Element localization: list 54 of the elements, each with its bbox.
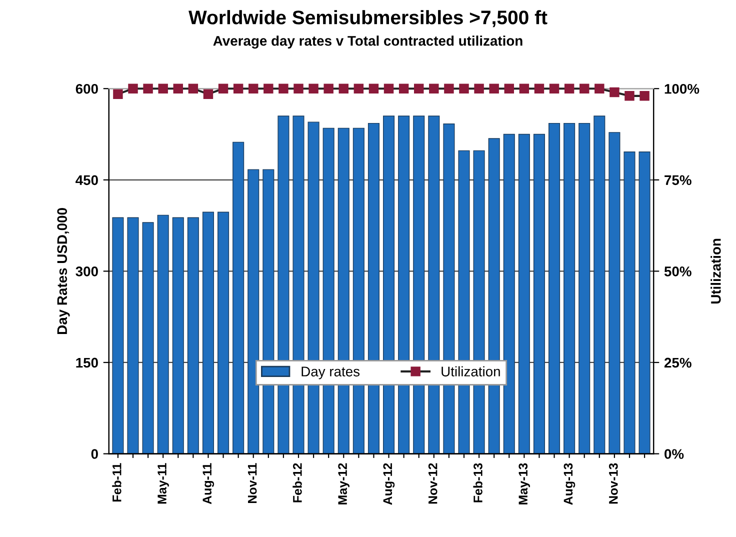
bar: [503, 134, 515, 454]
bar: [157, 214, 169, 454]
legend-label: Day rates: [302, 366, 360, 380]
bar: [248, 169, 260, 454]
x-tick-label: Nov-12: [428, 463, 438, 504]
y-axis-title: Day Rates USD,000: [57, 208, 70, 334]
chart-title: Worldwide Semisubmersibles >7,500 ft: [188, 10, 548, 28]
x-tick-label: May-13: [518, 463, 530, 504]
bar: [142, 222, 154, 454]
y2-tick-label: 100%: [664, 84, 700, 94]
x-tick-label: Feb-12: [292, 463, 302, 502]
bar: [368, 122, 380, 454]
x-tick-label: Aug-12: [383, 463, 395, 505]
bar: [262, 169, 274, 454]
bar: [187, 217, 199, 454]
y-tick-label: 0: [91, 449, 98, 459]
bar: [428, 116, 440, 454]
bar: [278, 116, 290, 454]
bar: [608, 132, 620, 454]
bar: [594, 116, 606, 454]
x-tick-label: Aug-11: [202, 463, 214, 504]
y2-axis-title: Utilization: [710, 238, 721, 304]
bar: [518, 134, 530, 454]
x-tick-label: Nov-11: [248, 463, 257, 503]
legend-label: Utilization: [442, 366, 500, 376]
y2-tick-label: 75%: [664, 175, 692, 186]
x-tick-label: Aug-13: [564, 463, 576, 505]
bar: [564, 122, 576, 454]
bar: [638, 152, 650, 454]
bar: [127, 217, 139, 454]
x-tick-label: May-12: [338, 463, 350, 504]
y2-tick-label: 0%: [664, 449, 684, 459]
y-tick-label: 300: [76, 266, 98, 276]
bar: [578, 122, 590, 454]
bar: [232, 142, 244, 454]
chart-subtitle: Average day rates v Total contracted utilization: [213, 36, 522, 49]
bar: [218, 212, 230, 454]
bar: [624, 152, 636, 454]
y2-tick-label: 25%: [664, 358, 692, 368]
y-tick-label: 600: [76, 84, 98, 94]
y-tick-label: 150: [76, 358, 98, 368]
x-tick-label: Nov-13: [608, 463, 618, 504]
bar: [398, 116, 410, 454]
bar: [112, 217, 124, 454]
bar: [383, 116, 395, 454]
x-tick-label: May-11: [158, 463, 169, 504]
bar: [533, 134, 545, 454]
y-tick-label: 450: [76, 175, 98, 186]
y2-tick-label: 50%: [664, 266, 692, 276]
bar: [202, 212, 214, 454]
x-tick-label: Feb-13: [473, 463, 482, 502]
x-tick-label: Feb-11: [112, 463, 122, 502]
bar: [548, 122, 560, 454]
bar: [172, 217, 184, 454]
